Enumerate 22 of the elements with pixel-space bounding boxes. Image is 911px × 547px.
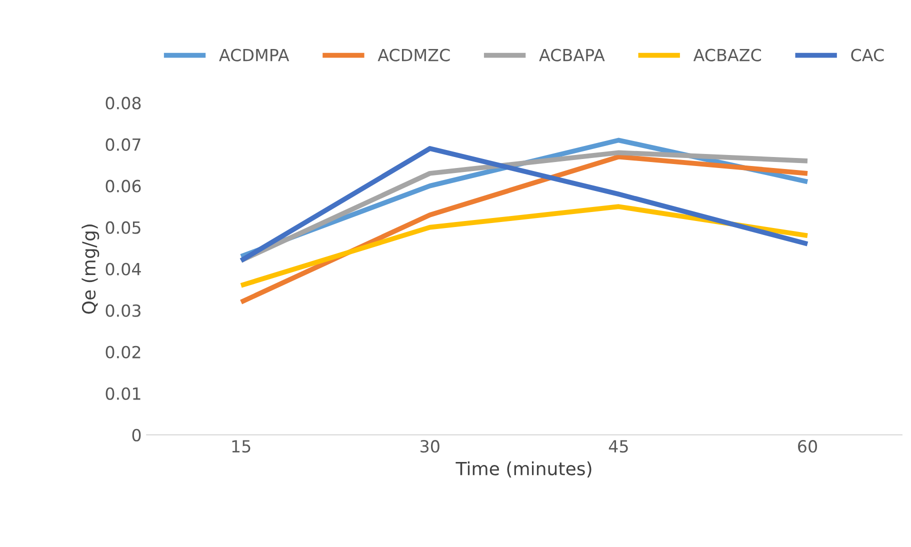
y-tick-label: 0.06 <box>106 180 141 192</box>
y-tick-label: 0.08 <box>106 96 141 110</box>
legend-label: ACDMZC <box>378 48 450 62</box>
y-tick-label: 0.07 <box>106 138 140 151</box>
x-tick-label: 15 <box>232 440 250 453</box>
x-tick-label: 30 <box>420 440 440 453</box>
legend-label: ACBAPA <box>539 48 605 62</box>
x-tick-label: 60 <box>798 440 817 453</box>
y-tick-label: 0 <box>132 428 141 442</box>
x-tick-label: 45 <box>608 440 628 453</box>
y-tick-label: 0.04 <box>106 262 141 276</box>
y-axis-title: Qe (mg/g) <box>82 224 100 314</box>
line-series <box>238 154 810 304</box>
y-tick-label: 0.02 <box>106 346 140 358</box>
y-tick-label: 0.01 <box>106 387 140 400</box>
legend-label: CAC <box>851 48 884 62</box>
x-axis-title: Time (minutes) <box>456 461 592 478</box>
y-tick-label: 0.03 <box>106 304 140 317</box>
line-series <box>238 204 810 288</box>
legend-label: ACDMPA <box>219 48 290 62</box>
y-tick-label: 0.05 <box>106 221 140 234</box>
legend-label: ACBAZC <box>693 48 762 62</box>
